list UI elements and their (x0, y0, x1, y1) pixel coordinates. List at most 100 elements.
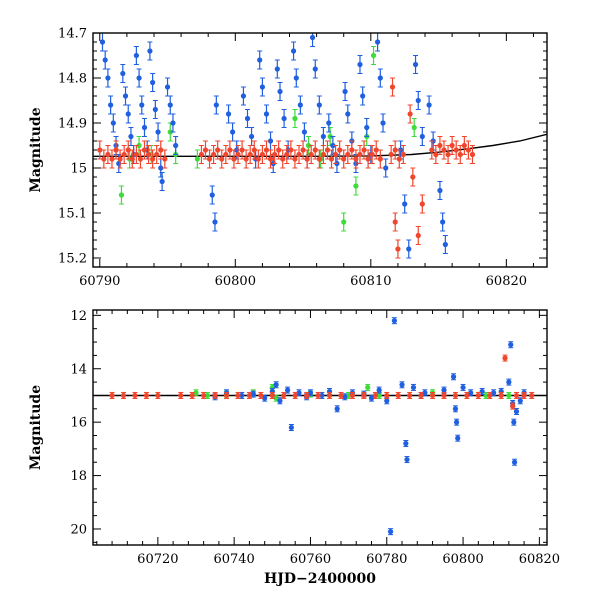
top-point-blue (167, 102, 173, 108)
top-point-red (312, 147, 318, 153)
top-point-red (388, 151, 394, 158)
top-point-red (125, 147, 131, 153)
bottom-point-blue (513, 408, 520, 415)
bottom-y-tick-label: 16 (70, 416, 87, 431)
top-point-blue (248, 133, 255, 140)
bottom-point-green (204, 392, 211, 399)
top-point-blue (147, 48, 153, 54)
top-point-blue (141, 124, 148, 131)
bottom-point-blue (441, 387, 447, 393)
bottom-point-green (483, 392, 489, 399)
bottom-point-red (120, 392, 127, 399)
top-point-blue (158, 165, 164, 171)
top-point-blue (345, 111, 351, 117)
top-point-red (255, 156, 261, 162)
bottom-point-green (365, 384, 371, 391)
top-point-red (133, 151, 139, 158)
bottom-point-red (384, 392, 390, 399)
top-point-blue (330, 142, 336, 149)
top-point-red (137, 156, 144, 162)
top-point-red (369, 151, 375, 158)
top-point-red (154, 151, 160, 158)
top-point-blue (297, 102, 303, 108)
top-point-blue (357, 61, 363, 68)
top-point-blue (320, 133, 326, 140)
bottom-point-green (506, 392, 512, 399)
top-point-red (469, 151, 476, 158)
bottom-point-red (338, 392, 344, 399)
top-point-red (202, 147, 209, 153)
bottom-point-red (372, 392, 378, 399)
top-point-red (211, 151, 217, 158)
bottom-point-red (529, 392, 535, 399)
top-point-red (320, 151, 326, 158)
top-x-tick-label: 60810 (350, 274, 391, 289)
bottom-point-blue (277, 398, 283, 404)
top-point-red (392, 219, 398, 225)
top-point-red (162, 156, 168, 162)
top-point-blue (213, 102, 219, 108)
bottom-point-blue (376, 387, 382, 393)
top-point-red (341, 156, 347, 162)
top-point-red (206, 156, 213, 162)
bottom-point-red (281, 392, 287, 399)
bottom-point-red (475, 392, 481, 399)
top-point-red (449, 142, 455, 149)
bottom-point-red (155, 392, 161, 399)
bottom-series-blue (212, 317, 527, 536)
top-point-green (292, 115, 298, 122)
top-point-red (332, 151, 339, 158)
bottom-point-red (304, 392, 310, 399)
bottom-point-blue (288, 424, 294, 431)
bottom-point-red (464, 392, 470, 399)
top-point-blue (120, 70, 126, 77)
bottom-point-blue (368, 395, 375, 401)
top-point-red (324, 147, 331, 153)
top-y-tick-label: 14.9 (58, 117, 87, 132)
top-y-tick-label: 15 (70, 162, 87, 177)
top-point-blue (150, 79, 156, 86)
bottom-point-blue (468, 390, 474, 396)
bottom-point-red (349, 392, 356, 399)
bottom-y-tick-label: 12 (70, 309, 87, 324)
top-point-red (308, 151, 314, 158)
top-point-blue (244, 115, 251, 122)
top-point-red (392, 147, 398, 153)
bottom-point-blue (273, 382, 279, 388)
top-point-red (437, 142, 443, 149)
bottom-point-green (273, 395, 279, 401)
top-point-red (357, 151, 363, 158)
top-point-blue (263, 111, 270, 117)
top-y-tick-label: 15.2 (58, 252, 87, 267)
top-point-red (400, 151, 406, 158)
top-point-blue (164, 84, 171, 90)
top-point-green (341, 219, 347, 225)
bottom-point-green (376, 392, 382, 399)
bottom-point-blue (511, 459, 518, 465)
top-point-red (145, 151, 152, 158)
bottom-point-blue (453, 419, 460, 425)
bottom-point-red (441, 392, 447, 399)
top-point-green (411, 124, 417, 131)
bottom-y-axis-label: Magnitude (28, 385, 44, 470)
bottom-point-red (326, 392, 333, 399)
bottom-point-blue (450, 374, 457, 380)
top-point-blue (442, 241, 448, 248)
top-point-red (361, 147, 367, 153)
top-point-blue (360, 93, 366, 99)
top-series-green (118, 46, 417, 232)
top-point-green (194, 156, 200, 162)
top-x-tick-label: 60800 (215, 274, 256, 289)
top-point-red (101, 156, 107, 162)
top-series-red (97, 77, 476, 259)
top-point-blue (437, 187, 443, 194)
top-point-blue (301, 129, 308, 135)
top-point-red (280, 156, 286, 162)
top-y-tick-label: 15.1 (58, 207, 87, 222)
top-point-blue (342, 88, 348, 95)
bottom-point-blue (262, 395, 268, 401)
top-point-red (353, 156, 359, 162)
top-point-green (353, 183, 359, 189)
top-point-red (377, 156, 383, 162)
top-point-blue (415, 97, 421, 104)
